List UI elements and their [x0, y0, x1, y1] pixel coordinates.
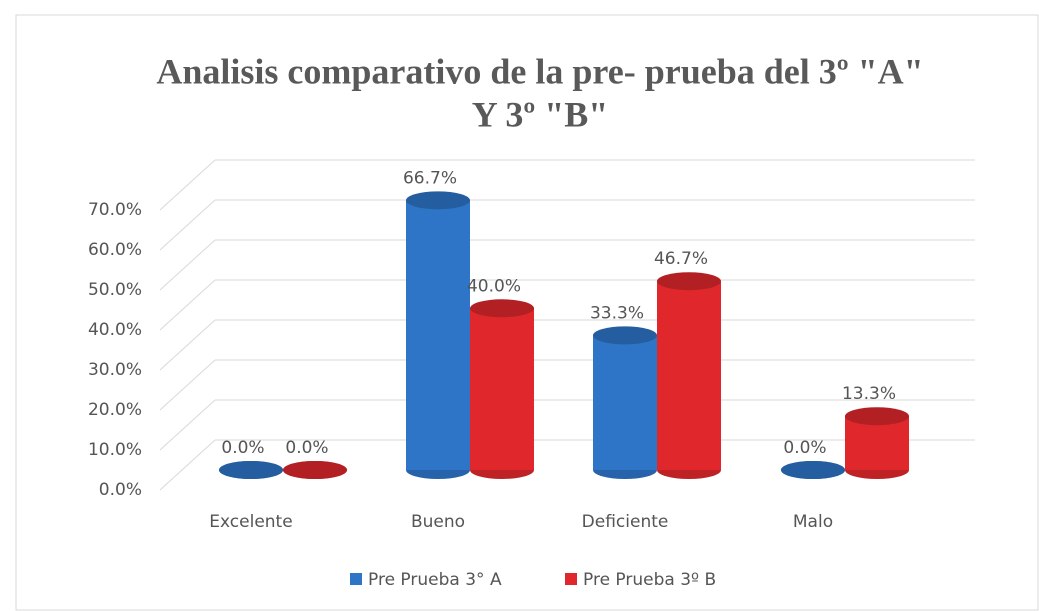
y-tick-label: 40.0%: [88, 320, 142, 340]
bar: [283, 461, 347, 479]
bar: [781, 461, 845, 479]
y-tick-label: 60.0%: [88, 240, 142, 260]
x-tick-label: Malo: [793, 512, 833, 532]
value-label: 0.0%: [783, 438, 826, 458]
legend-swatch: [565, 573, 577, 585]
y-tick-label: 70.0%: [88, 200, 142, 220]
grid-line: [159, 399, 216, 451]
grid-line: [159, 359, 216, 411]
chart-title: Y 3º "B": [472, 94, 609, 134]
value-label: 33.3%: [590, 303, 644, 323]
value-label: 66.7%: [403, 168, 457, 188]
y-tick-label: 30.0%: [88, 360, 142, 380]
bar: [470, 299, 534, 479]
bar: [657, 272, 721, 479]
x-tick-label: Excelente: [209, 512, 292, 532]
bar: [845, 407, 909, 479]
x-tick-label: Bueno: [411, 512, 465, 532]
y-tick-label: 0.0%: [99, 480, 142, 500]
bar: [593, 326, 657, 479]
value-label: 46.7%: [654, 249, 708, 269]
grid-line: [159, 439, 216, 491]
value-label: 0.0%: [221, 438, 264, 458]
y-tick-label: 50.0%: [88, 280, 142, 300]
bar: [219, 461, 283, 479]
bar: [406, 191, 470, 479]
chart-title: Analisis comparativo de la pre- prueba d…: [156, 51, 923, 91]
legend-label: Pre Prueba 3° A: [368, 570, 502, 590]
grid-line: [159, 239, 216, 291]
value-label: 40.0%: [467, 276, 521, 296]
grid-line: [159, 279, 216, 331]
legend-label: Pre Prueba 3º B: [583, 570, 716, 590]
grid-line: [159, 159, 216, 211]
x-tick-label: Deficiente: [582, 512, 669, 532]
y-tick-label: 20.0%: [88, 400, 142, 420]
grid-line: [159, 319, 216, 371]
value-label: 0.0%: [285, 438, 328, 458]
legend-swatch: [350, 573, 362, 585]
y-tick-label: 10.0%: [88, 440, 142, 460]
value-label: 13.3%: [842, 384, 896, 404]
grid-line: [159, 199, 216, 251]
